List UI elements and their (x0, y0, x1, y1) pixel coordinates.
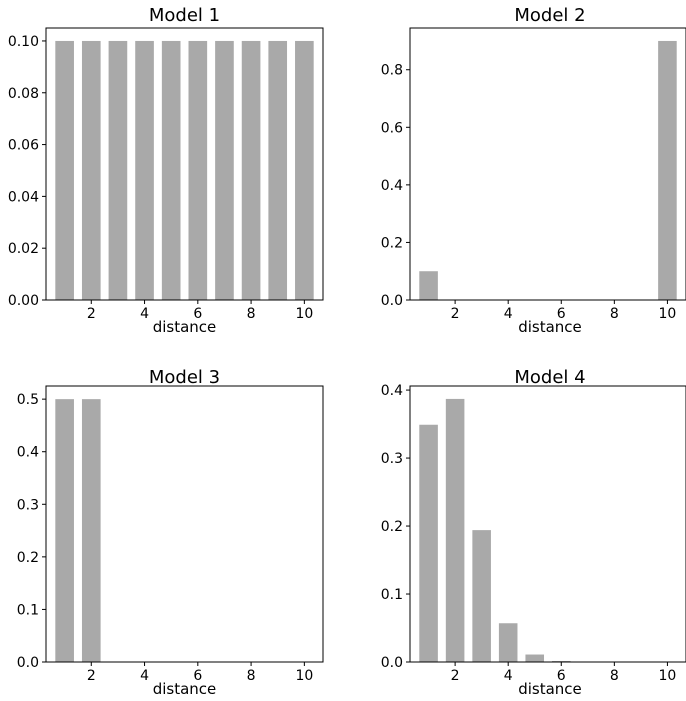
y-ticks-group: 0.00 0.02 0.04 0.06 0.08 0.10 (8, 34, 46, 309)
y-tick-label: 0.8 (381, 63, 403, 79)
bar-distance-2 (81, 40, 101, 300)
subplot-model-2: Model 2 distance 2 4 6 8 10 0.0 0.2 0.4 0.6 0.8 (381, 5, 686, 336)
x-tick-label: 10 (295, 306, 313, 322)
y-tick-label: 0.06 (8, 138, 39, 154)
bar-distance-1 (419, 424, 438, 662)
bar-distance-5 (525, 654, 545, 662)
subplot-model-3: Model 3 distance 2 4 6 8 10 0.00.10.20.30.40… (17, 367, 324, 698)
bar-distance-7 (215, 40, 234, 300)
x-tick-label: 2 (451, 306, 460, 322)
x-tick-label: 6 (193, 668, 202, 684)
x-tick-label: 2 (87, 668, 96, 684)
y-tick-label: 0.2 (381, 519, 403, 535)
x-ticks-group: 2 4 6 8 10 (87, 662, 313, 684)
subplot-title: Model 3 (149, 367, 220, 388)
x-tick-label: 8 (247, 306, 256, 322)
y-tick-label: 0.4 (381, 178, 403, 194)
y-tick-label: 0.10 (8, 34, 39, 50)
y-tick-label: 0.0 (381, 293, 403, 309)
x-tick-label: 8 (610, 306, 619, 322)
x-axis-label: distance (153, 318, 217, 336)
bar-distance-10 (295, 40, 314, 300)
bars-group (419, 40, 677, 300)
x-tick-label: 10 (295, 668, 313, 684)
bar-distance-3 (108, 40, 128, 300)
bar-distance-9 (268, 40, 288, 300)
x-ticks-group: 2 4 6 8 10 (451, 300, 677, 322)
x-axis-label: distance (153, 680, 217, 698)
bar-distance-1 (55, 40, 74, 300)
x-tick-label: 4 (504, 668, 513, 684)
y-tick-label: 0.04 (8, 189, 39, 205)
x-axis-label: distance (518, 318, 582, 336)
bar-distance-1 (419, 271, 438, 300)
plot-frame (409, 27, 686, 301)
bars-group (55, 40, 314, 300)
y-tick-label: 0.6 (381, 120, 403, 136)
y-tick-label: 0.02 (8, 241, 39, 257)
plot-frame (45, 27, 324, 301)
bar-distance-6 (551, 660, 571, 662)
y-tick-label: 0.0 (17, 655, 39, 671)
subplot-title: Model 2 (514, 5, 585, 26)
y-tick-label: 0.3 (381, 451, 403, 467)
subplot-title: Model 4 (514, 367, 585, 388)
x-tick-label: 10 (659, 306, 677, 322)
y-tick-label: 0.1 (17, 602, 39, 618)
bar-distance-6 (188, 40, 208, 300)
bar-distance-10 (658, 40, 677, 300)
x-tick-label: 4 (504, 306, 513, 322)
x-ticks-group: 2 4 6 8 10 (451, 662, 677, 684)
y-tick-label: 0.0 (381, 655, 403, 671)
plot-frame (409, 385, 686, 663)
y-ticks-group: 0.0 0.1 0.2 0.3 0.4 0.5 (17, 392, 46, 671)
x-tick-label: 2 (87, 306, 96, 322)
y-tick-label: 0.08 (8, 86, 39, 102)
x-tick-label: 8 (247, 668, 256, 684)
bar-distance-5 (161, 40, 181, 300)
x-tick-label: 10 (659, 668, 677, 684)
y-tick-label: 0.4 (17, 445, 39, 461)
bar-distance-3 (472, 530, 491, 662)
x-tick-label: 8 (610, 668, 619, 684)
y-tick-label: 0.3 (17, 497, 39, 513)
bar-distance-2 (445, 398, 465, 662)
bar-distance-4 (498, 623, 518, 662)
y-tick-label: 0.2 (17, 550, 39, 566)
y-tick-label: 0.2 (381, 235, 403, 251)
y-tick-label: 0.4 (381, 383, 403, 399)
y-tick-label: 0.5 (17, 392, 39, 408)
bar-distance-4 (135, 40, 154, 300)
x-tick-label: 6 (557, 668, 566, 684)
x-tick-label: 4 (140, 306, 149, 322)
x-tick-label: 6 (193, 306, 202, 322)
y-ticks-group: 0.0 0.1 0.2 0.3 0.4 (381, 383, 410, 671)
y-ticks-group: 0.0 0.2 0.4 0.6 0.8 (381, 63, 410, 309)
x-ticks-group: 2 4 6 8 10 (87, 300, 313, 322)
x-axis-label: distance (518, 680, 582, 698)
subplot-model-4: Model 4 distance 2 4 6 8 10 0.0 0.1 0.2 0.3 0.4 (381, 367, 686, 698)
x-tick-label: 4 (140, 668, 149, 684)
x-tick-label: 2 (451, 668, 460, 684)
bars-group (55, 399, 101, 662)
subplot-model-1: Model 1 distance 2 4 6 8 10 0.00 0.02 0.04 0.06… (8, 5, 324, 336)
y-tick-label: 0.00 (8, 293, 39, 309)
subplot-title: Model 1 (149, 5, 220, 26)
bars-group (419, 398, 598, 662)
x-tick-label: 6 (557, 306, 566, 322)
plot-frame (45, 385, 324, 663)
bar-distance-1 (55, 399, 74, 662)
bar-distance-2 (81, 399, 101, 662)
y-tick-label: 0.1 (381, 587, 403, 603)
bar-distance-8 (241, 40, 261, 300)
